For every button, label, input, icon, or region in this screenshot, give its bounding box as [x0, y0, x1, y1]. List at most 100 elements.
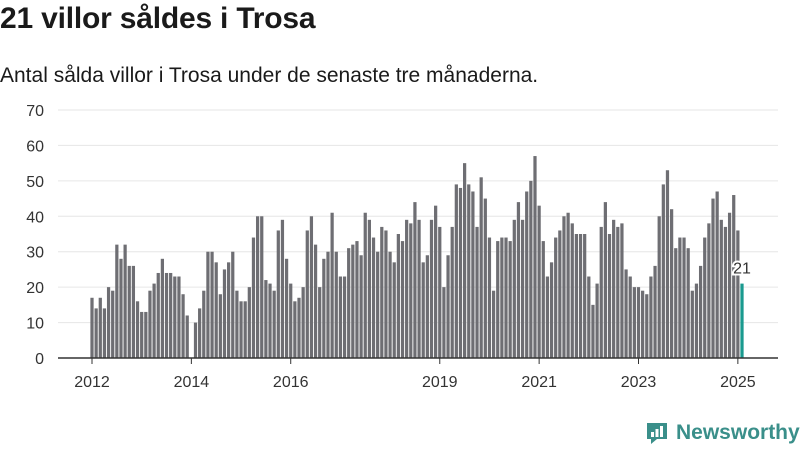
bar	[297, 297, 301, 358]
bar	[135, 301, 140, 358]
bar	[479, 177, 483, 358]
bar	[260, 216, 264, 358]
bar	[243, 301, 247, 358]
bar	[289, 283, 293, 358]
brand-name: Newsworthy	[676, 421, 800, 444]
bar	[251, 237, 256, 358]
bar	[442, 287, 446, 358]
bar	[227, 262, 231, 358]
bar	[367, 219, 371, 358]
bar	[434, 205, 438, 358]
bar	[607, 234, 612, 358]
bar	[388, 251, 392, 358]
bar	[620, 223, 624, 358]
bar	[421, 262, 425, 358]
bar	[694, 283, 699, 358]
bar	[106, 287, 111, 358]
bar	[342, 276, 347, 358]
bar	[144, 311, 148, 358]
bar	[541, 241, 545, 358]
bar	[525, 191, 529, 358]
bar	[413, 202, 417, 358]
bar	[504, 237, 508, 358]
bar	[690, 290, 694, 358]
bar	[603, 202, 607, 358]
bar	[520, 219, 525, 358]
bar	[707, 223, 711, 358]
bar	[347, 248, 351, 358]
bar	[239, 301, 243, 358]
bar	[202, 290, 206, 358]
bar	[450, 226, 454, 358]
bar	[160, 258, 164, 358]
bar	[467, 184, 471, 358]
bar	[355, 241, 359, 358]
bar	[438, 226, 442, 358]
x-tick-label: 2021	[521, 374, 557, 391]
bar	[140, 311, 144, 358]
bar	[512, 219, 516, 358]
bar	[164, 272, 169, 358]
bar	[102, 308, 107, 358]
bar	[549, 262, 554, 358]
bar	[247, 287, 251, 358]
bar	[338, 276, 343, 358]
bar	[682, 237, 686, 358]
bar	[632, 287, 636, 358]
bar	[193, 322, 198, 358]
bar	[616, 226, 620, 358]
bar	[417, 219, 421, 358]
bar	[463, 163, 467, 358]
bar	[570, 223, 574, 358]
bar	[301, 287, 305, 358]
bar	[322, 258, 326, 358]
bar	[293, 301, 297, 358]
bar	[351, 244, 355, 358]
bar	[624, 269, 628, 358]
bar	[471, 191, 475, 358]
y-tick-label: 40	[26, 209, 44, 226]
bar-highlight	[740, 283, 744, 358]
bar	[371, 237, 376, 358]
bar	[703, 237, 707, 358]
bar	[595, 283, 599, 358]
bar	[363, 212, 367, 358]
page-title: 21 villor såldes i Trosa	[0, 2, 316, 35]
bar	[231, 251, 235, 358]
bar	[698, 265, 703, 358]
bar	[309, 216, 314, 358]
bar	[429, 219, 434, 358]
bar	[500, 237, 504, 358]
bar	[330, 212, 334, 358]
bar	[674, 248, 678, 358]
bar	[177, 276, 181, 358]
bar	[545, 276, 550, 358]
bar	[483, 198, 487, 358]
bar	[732, 195, 736, 358]
bar	[384, 230, 388, 358]
page-subtitle: Antal sålda villor i Trosa under de sena…	[0, 64, 539, 87]
bar	[657, 216, 661, 358]
bar	[645, 294, 649, 358]
bar	[334, 251, 338, 358]
bar	[131, 265, 136, 358]
bar	[318, 287, 322, 358]
bar	[169, 272, 173, 358]
x-tick-label: 2019	[422, 374, 458, 391]
bar	[214, 262, 218, 358]
bar	[591, 304, 595, 358]
bar	[516, 202, 521, 358]
bar	[255, 216, 260, 358]
bar	[566, 212, 570, 358]
bar	[326, 251, 330, 358]
y-tick-label: 60	[26, 138, 44, 155]
bar	[405, 219, 409, 358]
bar	[359, 255, 363, 358]
bar	[653, 265, 657, 358]
bar	[156, 272, 160, 358]
bar	[206, 251, 210, 358]
bar	[94, 308, 98, 358]
bar	[736, 230, 740, 358]
bar	[487, 237, 492, 358]
